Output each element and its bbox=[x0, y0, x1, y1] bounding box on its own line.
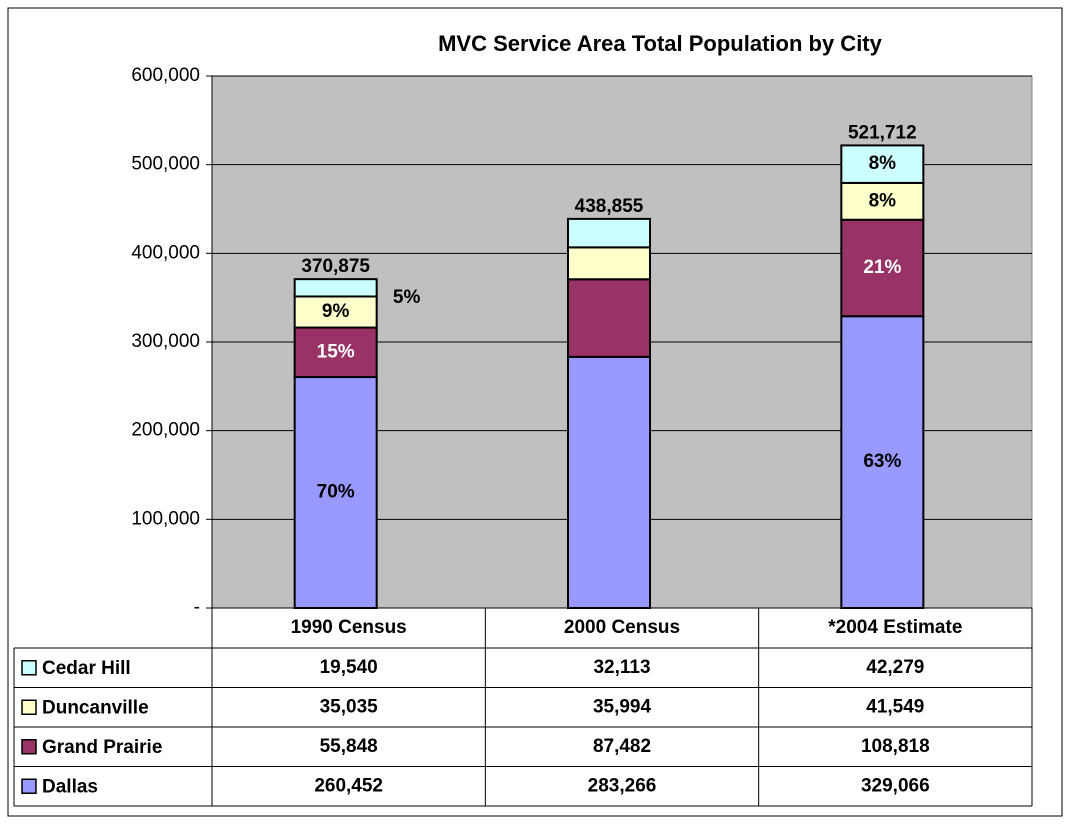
bar-segment bbox=[293, 295, 378, 329]
table-value: 108,818 bbox=[861, 736, 930, 757]
table-value: 260,452 bbox=[314, 775, 383, 796]
table-value: 19,540 bbox=[320, 657, 378, 678]
x-tick-label: 1990 Census bbox=[291, 617, 407, 638]
legend-label: Duncanville bbox=[42, 697, 149, 718]
table-value: 283,266 bbox=[588, 775, 657, 796]
percent-label: 21% bbox=[863, 257, 901, 278]
total-label: 438,855 bbox=[575, 196, 644, 217]
bar-segment bbox=[567, 278, 651, 358]
table-value: 87,482 bbox=[593, 736, 651, 757]
legend-label: Dallas bbox=[42, 776, 98, 797]
legend-key bbox=[21, 699, 37, 715]
total-label: 521,712 bbox=[848, 122, 917, 143]
bar-segment bbox=[567, 355, 651, 610]
x-tick-label: *2004 Estimate bbox=[828, 617, 962, 638]
percent-label: 70% bbox=[317, 482, 355, 503]
legend-label: Grand Prairie bbox=[42, 737, 162, 758]
percent-label: 8% bbox=[869, 190, 897, 211]
bar-segment bbox=[293, 278, 378, 298]
bar-segment bbox=[567, 246, 651, 281]
percent-label: 8% bbox=[869, 153, 897, 174]
x-tick-label: 2000 Census bbox=[564, 617, 680, 638]
legend-key bbox=[21, 739, 37, 755]
y-tick-label: 500,000 bbox=[131, 154, 200, 175]
table-value: 329,066 bbox=[861, 775, 930, 796]
legend-key bbox=[21, 660, 37, 676]
bar-segment bbox=[840, 144, 925, 184]
table-value: 32,113 bbox=[593, 657, 650, 678]
percent-label: 63% bbox=[863, 451, 901, 472]
percent-label: 15% bbox=[317, 341, 355, 362]
table-value: 42,279 bbox=[866, 657, 924, 678]
bar-segment bbox=[293, 326, 378, 379]
y-tick-label: - bbox=[194, 597, 200, 618]
table-value: 35,994 bbox=[593, 696, 652, 717]
table-value: 35,035 bbox=[320, 696, 379, 717]
total-label: 370,875 bbox=[301, 256, 370, 277]
chart-title: MVC Service Area Total Population by Cit… bbox=[438, 31, 883, 56]
legend-key bbox=[21, 778, 37, 794]
y-tick-label: 100,000 bbox=[131, 508, 200, 529]
percent-label: 9% bbox=[322, 301, 350, 322]
y-tick-label: 600,000 bbox=[131, 65, 200, 86]
y-tick-label: 200,000 bbox=[131, 420, 200, 441]
percent-label: 5% bbox=[393, 287, 421, 308]
legend-label: Cedar Hill bbox=[42, 658, 131, 679]
table-value: 55,848 bbox=[320, 736, 378, 757]
bar-segment bbox=[567, 217, 651, 249]
table-value: 41,549 bbox=[866, 696, 924, 717]
y-tick-label: 300,000 bbox=[131, 331, 200, 352]
y-tick-label: 400,000 bbox=[131, 242, 200, 263]
bar-segment bbox=[293, 376, 378, 609]
bar-segment bbox=[840, 181, 925, 221]
